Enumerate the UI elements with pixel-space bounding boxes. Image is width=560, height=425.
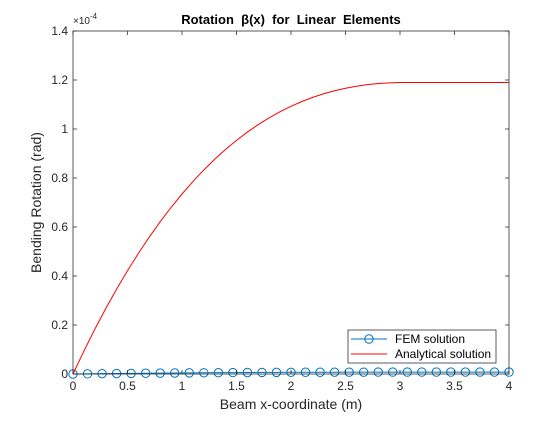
- x-tick-label: 3.5: [446, 379, 463, 393]
- y-tick-label: 0.6: [51, 220, 68, 234]
- y-tick-label: 0.8: [51, 171, 68, 185]
- y-axis-label: Bending Rotation (rad): [28, 132, 44, 273]
- plot-area: [73, 31, 509, 374]
- series-point-fem: [460, 367, 471, 377]
- legend-box: [347, 329, 497, 364]
- series-point-fem: [111, 368, 122, 379]
- y-exponent-base: ×10: [73, 16, 90, 27]
- series-point-fem: [417, 367, 427, 377]
- series-point-fem: [344, 367, 354, 377]
- x-axis-label: Beam x-coordinate (m): [220, 396, 362, 412]
- legend-analytical-label: Analytical solution: [395, 347, 491, 361]
- legend: FEM solution Analytical solution: [347, 329, 497, 364]
- series-point-fem: [475, 367, 485, 377]
- series-point-fem: [388, 367, 398, 377]
- series-layer: [68, 81, 514, 379]
- series-point-fem: [286, 367, 296, 378]
- series-point-fem: [213, 367, 224, 378]
- legend-fem-marker: [364, 334, 374, 344]
- y-exponent-label: ×10-4: [73, 12, 98, 27]
- y-tick-label: 1.4: [51, 24, 68, 38]
- x-tick-label: 1.5: [228, 379, 245, 393]
- x-tick-label: 0.5: [119, 379, 136, 393]
- series-point-fem: [315, 367, 325, 377]
- y-tick-label: 0.4: [51, 269, 68, 283]
- series-point-fem: [228, 367, 238, 378]
- series-point-fem: [170, 368, 180, 378]
- y-tick-label: 1: [61, 122, 68, 136]
- series-point-fem: [373, 367, 383, 377]
- x-tick-label: 2: [288, 379, 295, 393]
- series-point-fem: [242, 367, 253, 378]
- series-point-fem: [329, 367, 340, 377]
- series-point-fem: [358, 367, 369, 377]
- series-point-fem: [446, 367, 456, 377]
- series-point-fem: [431, 367, 442, 377]
- ticks-layer: 0 0.5 1 1.5 2 2.5 3 3.5 4 0 0.2 0.4 0.6 0.8 1 1.2 1.4: [51, 24, 512, 393]
- y-tick-label: 1.2: [51, 73, 68, 87]
- x-tick-label: 1: [179, 379, 186, 393]
- series-point-fem: [140, 368, 151, 378]
- series-point-fem: [199, 368, 209, 378]
- series-point-fem: [271, 367, 282, 378]
- series-point-fem: [489, 367, 500, 377]
- series-point-fem: [257, 367, 267, 378]
- series-line-analytical: [72, 81, 509, 375]
- y-tick-label: 0.2: [51, 318, 68, 332]
- series-point-fem: [402, 367, 412, 377]
- x-tick-label: 4: [506, 379, 513, 393]
- series-point-fem: [155, 368, 165, 378]
- x-tick-label: 2.5: [337, 379, 354, 393]
- legend-fem-label: FEM solution: [395, 332, 465, 346]
- y-tick-label: 0: [61, 367, 68, 381]
- x-tick-label: 3: [397, 379, 404, 393]
- series-point-fem: [184, 368, 194, 378]
- y-exponent-power: -4: [90, 12, 98, 21]
- series-point-fem: [126, 368, 136, 379]
- chart-title: Rotation β(x) for Linear Elements: [181, 12, 401, 27]
- series-point-fem: [300, 367, 311, 377]
- x-tick-label: 0: [70, 379, 77, 393]
